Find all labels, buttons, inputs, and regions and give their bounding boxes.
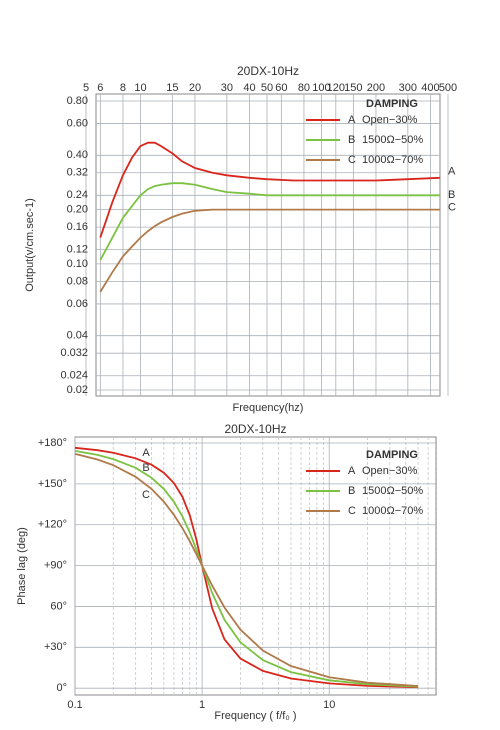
y-tick-label: 0.12	[67, 244, 88, 256]
y-tick-label: 0.04	[67, 330, 88, 342]
y-tick-label: 0.60	[67, 117, 88, 129]
y-tick-label: 60°	[50, 600, 67, 612]
x-tick-label: 200	[367, 82, 385, 94]
series-line	[74, 450, 419, 688]
y-tick-label: 0°	[56, 682, 67, 694]
x-tick-label: 120	[327, 82, 345, 94]
y-tick-label: 0.06	[67, 298, 88, 310]
chart-title: 20DX-10Hz	[237, 64, 299, 78]
curve-label: C	[448, 202, 456, 214]
x-tick-label: 400	[421, 82, 439, 94]
y-tick-label: 0.08	[67, 275, 88, 287]
legend-label: C	[348, 154, 356, 166]
y-tick-label: +90°	[44, 560, 67, 572]
x-tick-label: 15	[166, 82, 178, 94]
y-tick-label: 0.32	[67, 167, 88, 179]
x-tick-label: 50	[261, 82, 273, 94]
x-tick-label: 1	[199, 699, 205, 711]
plot-frame	[95, 93, 441, 397]
series-line	[99, 208, 440, 293]
x-tick-label: 100	[312, 82, 330, 94]
curve-label: A	[448, 166, 456, 178]
series-line	[99, 182, 440, 261]
legend-title: DAMPING	[366, 449, 418, 461]
y-tick-label: 0.10	[67, 258, 88, 270]
y-tick-label: 0.20	[67, 204, 88, 216]
curve-label: A	[142, 447, 150, 459]
x-tick-label: 30	[221, 82, 233, 94]
x-tick-label: 6	[97, 82, 103, 94]
curve-label: B	[142, 462, 149, 474]
legend-label: C	[348, 505, 356, 517]
legend-name: 1000Ω−70%	[362, 505, 423, 517]
legend-label: A	[348, 114, 356, 126]
legend-label: B	[348, 134, 355, 146]
y-tick-label: 0.02	[67, 384, 88, 396]
x-tick-label: 60	[275, 82, 287, 94]
legend-name: 1500Ω−50%	[362, 485, 423, 497]
y-tick-label: 0.032	[60, 347, 88, 359]
y-tick-label: +150°	[38, 478, 67, 490]
y-axis-label: Phase lag (deg)	[16, 527, 28, 605]
x-tick-label: 10	[323, 699, 335, 711]
y-tick-label: +30°	[44, 641, 67, 653]
x-tick-label: 0.1	[67, 699, 82, 711]
curve-label: B	[448, 189, 455, 201]
legend-name: Open−30%	[362, 114, 418, 126]
x-tick-label: 5	[83, 82, 89, 94]
legend-name: 1000Ω−70%	[362, 154, 423, 166]
y-axis-label: Output(v/cm.sec-1)	[24, 198, 36, 292]
series-line	[99, 141, 440, 238]
y-tick-label: 0.40	[67, 149, 88, 161]
legend-title: DAMPING	[366, 98, 418, 110]
y-tick-label: 0.80	[67, 95, 88, 107]
y-tick-label: 0.16	[67, 221, 88, 233]
curve-label: C	[142, 489, 150, 501]
x-tick-label: 10	[134, 82, 146, 94]
x-tick-label: 300	[399, 82, 417, 94]
legend-label: A	[348, 465, 356, 477]
legend-name: Open−30%	[362, 465, 418, 477]
x-tick-label: 150	[344, 82, 362, 94]
x-tick-label: 40	[243, 82, 255, 94]
x-tick-label: 80	[298, 82, 310, 94]
y-tick-label: 0.024	[60, 370, 88, 382]
x-tick-label: 8	[120, 82, 126, 94]
y-tick-label: 0.24	[67, 189, 88, 201]
chart-title: 20DX-10Hz	[224, 422, 286, 436]
x-axis-label: Frequency(hz)	[233, 402, 304, 414]
legend-label: B	[348, 485, 355, 497]
x-tick-label: 20	[189, 82, 201, 94]
series-line	[74, 453, 419, 687]
x-tick-label: 500	[439, 82, 457, 94]
legend-name: 1500Ω−50%	[362, 134, 423, 146]
x-axis-label: Frequency ( f/f₀ )	[214, 710, 296, 722]
series-line	[74, 446, 419, 689]
y-tick-label: +180°	[38, 437, 67, 449]
y-tick-label: +120°	[38, 519, 67, 531]
